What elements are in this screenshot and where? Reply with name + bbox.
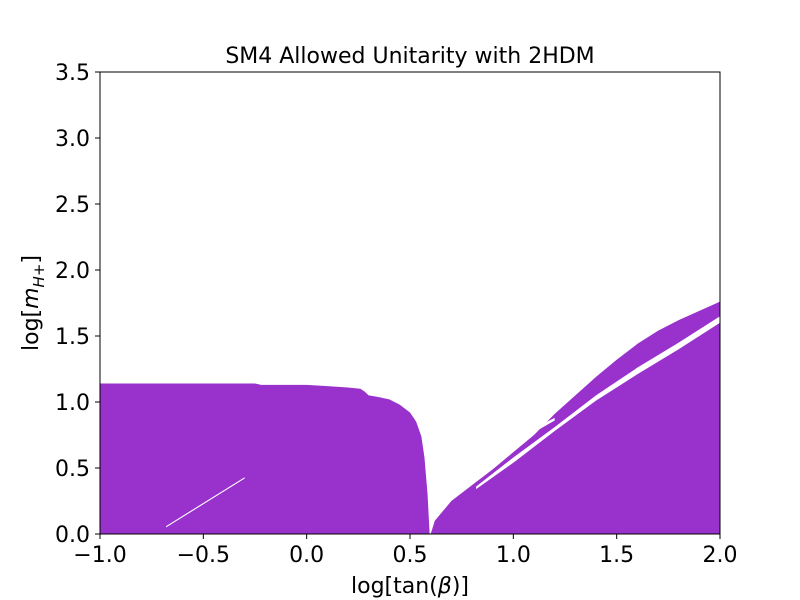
x-axis: −1.0 −0.5 0.0 0.5 1.0 1.5 2.0 xyxy=(73,534,738,568)
x-axis-label-symbol: β xyxy=(437,574,452,599)
excluded-gap-3 xyxy=(492,417,555,451)
y-axis-label-subscript: H+ xyxy=(30,264,48,288)
x-tick-label: 0.5 xyxy=(393,543,428,568)
allowed-region-1 xyxy=(100,383,430,534)
x-tick-label: 0.0 xyxy=(289,543,324,568)
y-axis-label-symbol: m xyxy=(19,287,44,308)
allowed-region-2 xyxy=(430,301,720,534)
y-tick-label: 3.0 xyxy=(55,127,90,152)
y-tick-label: 2.5 xyxy=(55,193,90,218)
y-tick-label: 3.5 xyxy=(55,61,90,86)
x-tick-label: 2.0 xyxy=(703,543,738,568)
x-axis-label: log[tan(β)] xyxy=(351,574,469,599)
y-tick-label: 1.5 xyxy=(55,325,90,350)
plot-area xyxy=(100,301,720,534)
x-tick-label: 1.5 xyxy=(599,543,634,568)
y-axis-label: log[mH+] xyxy=(19,255,48,351)
y-tick-label: 2.0 xyxy=(55,259,90,284)
y-tick-label: 0.5 xyxy=(55,457,90,482)
excluded-gap-1 xyxy=(166,477,245,528)
chart-title: SM4 Allowed Unitarity with 2HDM xyxy=(225,44,594,69)
x-tick-label: −1.0 xyxy=(73,543,126,568)
y-tick-label: 0.0 xyxy=(55,523,90,548)
x-tick-label: −0.5 xyxy=(177,543,230,568)
y-axis: 0.0 0.5 1.0 1.5 2.0 2.5 3.0 3.5 xyxy=(55,61,100,548)
y-tick-label: 1.0 xyxy=(55,391,90,416)
x-tick-label: 1.0 xyxy=(496,543,531,568)
excluded-gap-2 xyxy=(476,316,720,490)
